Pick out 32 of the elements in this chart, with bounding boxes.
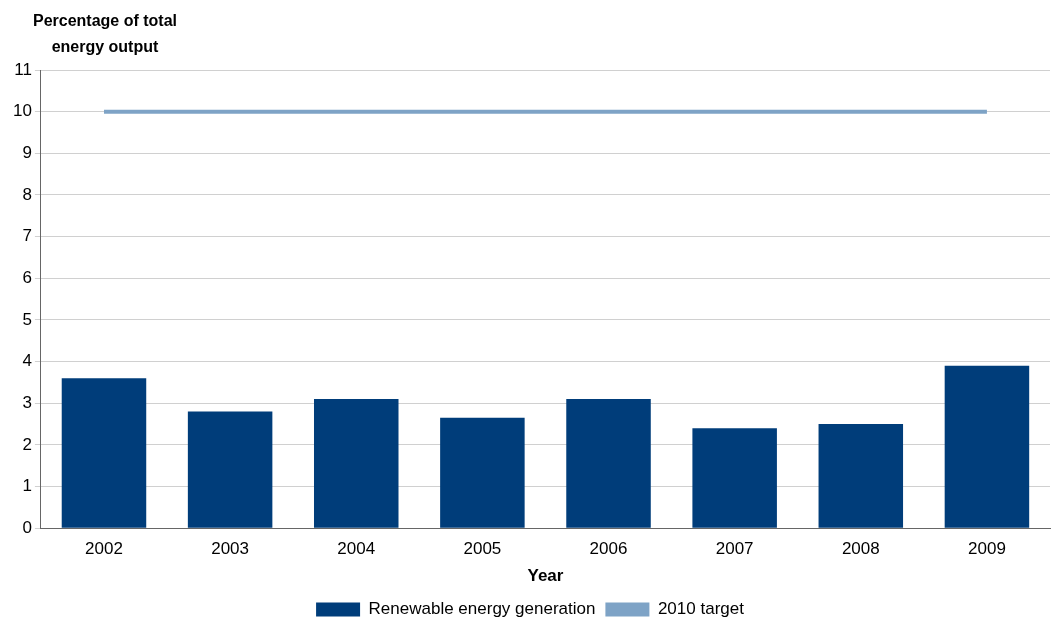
- x-tick-label: 2009: [968, 539, 1006, 559]
- y-tick-label: 10: [12, 101, 32, 121]
- bar: [692, 428, 777, 528]
- y-tick-label: 1: [22, 476, 32, 496]
- y-tick-label: 5: [22, 309, 32, 329]
- x-tick-label: 2005: [463, 539, 502, 559]
- bar: [440, 417, 525, 528]
- y-tick-label: 0: [22, 517, 32, 537]
- y-tick-label: 7: [22, 226, 32, 246]
- y-tick-label: 3: [22, 392, 32, 412]
- bar: [566, 399, 651, 528]
- y-tick-label: 2: [22, 434, 32, 454]
- x-tick-label: 2002: [85, 539, 123, 559]
- bar: [61, 378, 147, 528]
- x-axis-title: Year: [527, 566, 564, 586]
- x-tick-label: 2008: [841, 539, 880, 559]
- y-tick-label: 8: [22, 184, 32, 204]
- legend-label: 2010 target: [657, 599, 745, 619]
- x-tick-label: 2007: [715, 539, 754, 559]
- bar: [313, 399, 399, 528]
- y-tick-label: 4: [22, 351, 32, 371]
- y-tick-label: 9: [22, 143, 32, 162]
- x-tick-label: 2003: [211, 539, 250, 559]
- y-tick-label: 6: [22, 267, 32, 287]
- y-tick-label: 11: [14, 59, 32, 79]
- y-axis-title: Percentage of total energy output: [32, 11, 178, 57]
- legend-label: Renewable energy generation: [368, 599, 596, 619]
- bar: [818, 424, 904, 528]
- bar: [187, 411, 273, 528]
- x-tick-label: 2004: [337, 539, 376, 559]
- bar: [944, 365, 1030, 528]
- x-tick-label: 2006: [589, 539, 628, 559]
